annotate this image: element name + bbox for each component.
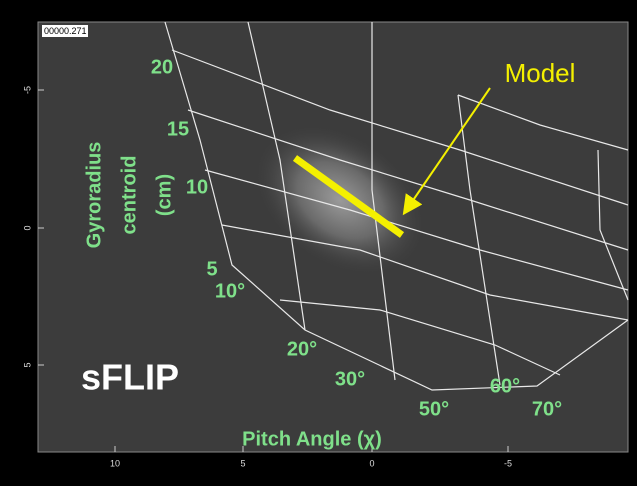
gyroradius-label: 5 (206, 258, 217, 280)
x-tick-label: -5 (504, 458, 512, 468)
pitch-label: 20° (287, 338, 317, 360)
model-label: Model (505, 58, 576, 88)
x-tick-label: 5 (240, 458, 245, 468)
y-tick-label: 5 (22, 362, 32, 367)
x-axis-label: Pitch Angle (χ) (242, 428, 382, 450)
pitch-label: 30° (335, 368, 365, 390)
gyroradius-label: 20 (151, 56, 173, 78)
pitch-label: 70° (532, 398, 562, 420)
instrument-label: sFLIP (81, 357, 179, 398)
y-axis-label: Gyroradius (83, 142, 105, 249)
pitch-label: 50° (419, 398, 449, 420)
x-tick-label: 0 (369, 458, 374, 468)
figure: 00000.271 1050-5-505201510510°20°30°50°6… (0, 0, 637, 486)
x-tick-label: 10 (110, 458, 120, 468)
gyroradius-label: 10 (186, 176, 208, 198)
timestamp: 00000.271 (44, 26, 87, 36)
pitch-label: 60° (490, 375, 520, 397)
y-tick-label: -5 (22, 86, 32, 94)
y-axis-label: centroid (118, 156, 140, 235)
y-axis-label: (cm) (153, 174, 175, 216)
y-tick-label: 0 (22, 225, 32, 230)
gyroradius-label: 15 (167, 118, 189, 140)
pitch-label: 10° (215, 280, 245, 302)
